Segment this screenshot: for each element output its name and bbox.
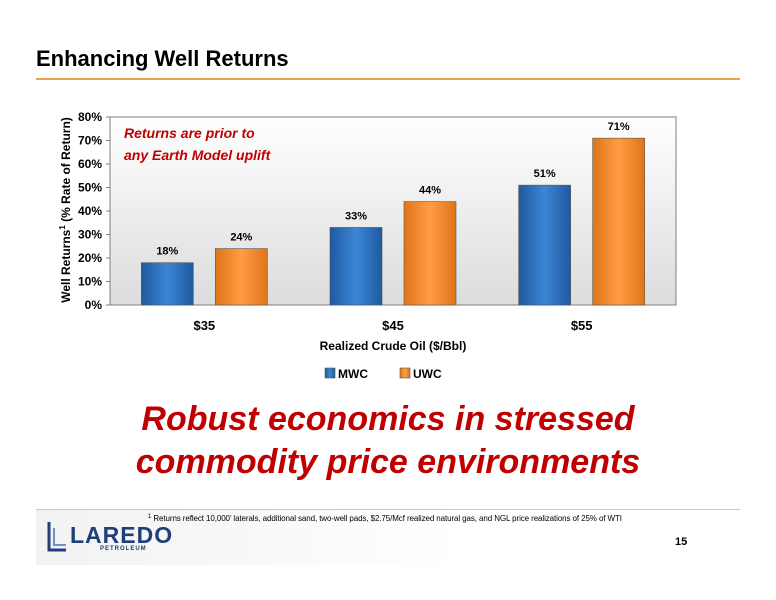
slide-title: Enhancing Well Returns bbox=[36, 46, 289, 71]
page-number: 15 bbox=[675, 536, 688, 548]
bar-uwc-1 bbox=[403, 201, 457, 306]
chart-annotation: Returns are prior to any Earth Model upli… bbox=[124, 125, 272, 163]
footnote-marker: 1 bbox=[148, 514, 152, 520]
bar-mwc-1 bbox=[329, 227, 383, 306]
logo-wordmark: LAREDO bbox=[70, 522, 174, 548]
chart-legend: MWC UWC bbox=[324, 367, 442, 381]
x-tick-label: $35 bbox=[193, 318, 215, 333]
y-tick-label: 0% bbox=[85, 298, 103, 312]
y-tick-label: 20% bbox=[78, 251, 102, 265]
bar-chart: 0% 10% 20% 30% 40% 50% 60% 70% 80% 18% 24% 33% 44% 5… bbox=[58, 110, 677, 381]
y-tick-label: 80% bbox=[78, 110, 102, 124]
y-tick-label: 40% bbox=[78, 204, 102, 218]
data-label: 18% bbox=[156, 246, 178, 258]
x-tick-label: $45 bbox=[382, 318, 404, 333]
x-axis-label: Realized Crude Oil ($/Bbl) bbox=[320, 339, 467, 353]
headline-line-2: commodity price environments bbox=[135, 443, 641, 481]
bar-mwc-0 bbox=[141, 262, 194, 306]
legend-swatch-mwc bbox=[324, 367, 336, 379]
data-label: 71% bbox=[608, 121, 630, 133]
data-label: 51% bbox=[534, 168, 556, 180]
headline-line-1: Robust economics in stressed bbox=[141, 400, 635, 438]
data-label: 24% bbox=[230, 232, 252, 244]
bar-uwc-0 bbox=[215, 248, 268, 306]
plot-area bbox=[109, 116, 677, 306]
y-axis-label: Well Returns1 (% Rate of Return) bbox=[58, 117, 73, 303]
headline: Robust economics in stressed commodity p… bbox=[0, 398, 776, 484]
y-tick-label: 60% bbox=[78, 157, 102, 171]
bar-mwc-2 bbox=[518, 184, 571, 306]
legend-swatch-uwc bbox=[399, 367, 411, 379]
title-divider bbox=[36, 78, 740, 80]
legend-label-mwc: MWC bbox=[338, 367, 368, 381]
y-tick-label: 10% bbox=[78, 275, 102, 289]
data-label: 44% bbox=[419, 185, 441, 197]
x-tick-label: $55 bbox=[571, 318, 593, 333]
company-logo: LAREDO PETROLEUM bbox=[46, 520, 176, 554]
bar-uwc-2 bbox=[592, 137, 645, 306]
data-label: 33% bbox=[345, 210, 367, 222]
footnote-divider bbox=[36, 509, 740, 510]
logo-bracket-icon bbox=[47, 522, 66, 552]
y-tick-label: 70% bbox=[78, 134, 102, 148]
footnote: 1 Returns reflect 10,000’ laterals, addi… bbox=[148, 514, 622, 523]
y-tick-label: 50% bbox=[78, 181, 102, 195]
footnote-text: Returns reflect 10,000’ laterals, additi… bbox=[153, 514, 622, 523]
legend-label-uwc: UWC bbox=[413, 367, 442, 381]
logo-subtitle: PETROLEUM bbox=[100, 546, 147, 552]
y-tick-label: 30% bbox=[78, 228, 102, 242]
